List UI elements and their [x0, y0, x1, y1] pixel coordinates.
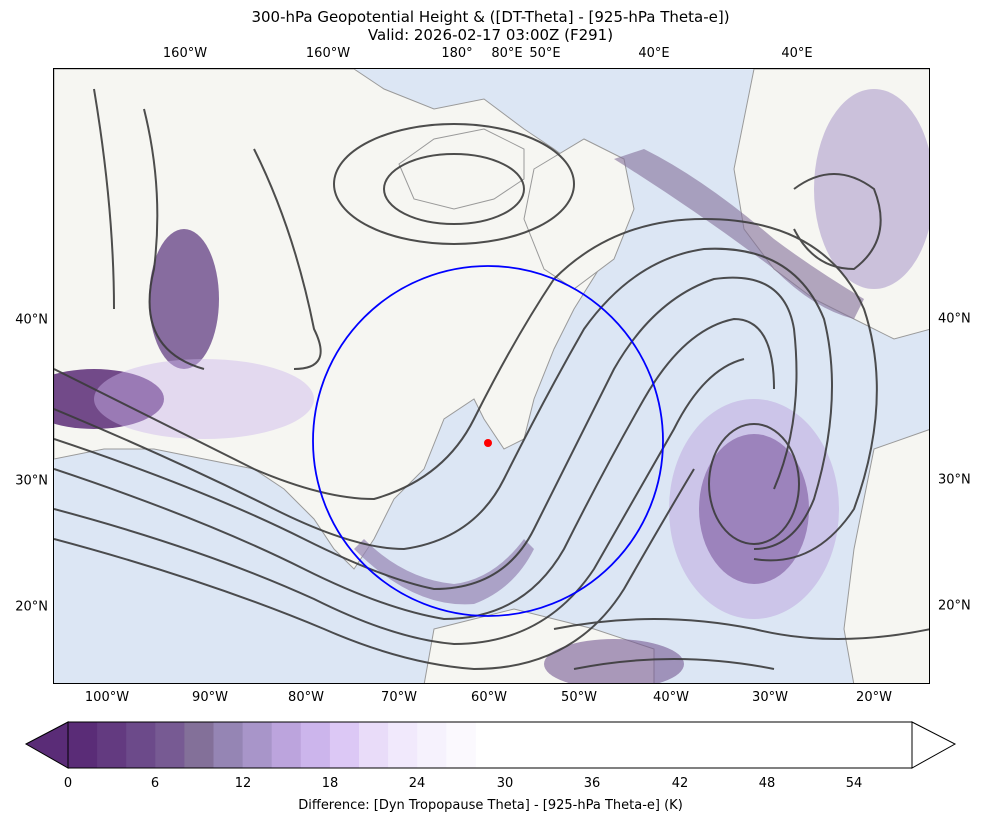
bottom-tick-label: 70°W	[381, 690, 417, 705]
height-contours	[54, 88, 929, 671]
top-tick-label: 80°E	[491, 46, 523, 61]
colorbar-swatch	[446, 722, 476, 768]
colorbar-swatch	[271, 722, 302, 768]
colorbar-tick-label: 30	[496, 776, 514, 791]
colorbar-tick-label: 12	[234, 776, 252, 791]
shade-core	[149, 229, 219, 369]
colorbar-swatch	[359, 722, 389, 768]
map-panel	[53, 68, 930, 684]
shade-core	[54, 369, 164, 429]
center-marker	[484, 439, 492, 447]
bottom-tick-label: 30°W	[752, 690, 788, 705]
shade-outer	[814, 89, 929, 289]
colorbar-tick-label: 42	[671, 776, 689, 791]
colorbar-swatch	[97, 722, 127, 768]
colorbar-extend-right	[911, 721, 957, 769]
contour-line	[54, 358, 745, 646]
colorbar-swatch	[242, 722, 273, 768]
colorbar-tick-label: 54	[845, 776, 863, 791]
colorbar-swatch	[329, 722, 360, 768]
bottom-tick-label: 100°W	[84, 690, 130, 705]
top-tick-label: 160°W	[305, 46, 351, 61]
colorbar-outline	[67, 721, 913, 769]
contour-line	[93, 88, 115, 310]
colorbar-tick-label: 48	[758, 776, 776, 791]
arctic-island	[398, 128, 525, 210]
colorbar	[24, 721, 957, 769]
radius-circle	[312, 265, 664, 617]
africa-land	[843, 429, 929, 683]
shade-band	[614, 149, 864, 319]
colorbar-swatch	[68, 722, 98, 768]
shade-core	[544, 639, 684, 683]
right-tick-label: 30°N	[938, 472, 971, 488]
top-tick-label: 180°	[441, 46, 473, 61]
chart-title-line1: 300-hPa Geopotential Height & ([DT-Theta…	[251, 8, 730, 26]
colorbar-tick-label: 6	[150, 776, 160, 791]
bottom-tick-label: 90°W	[192, 690, 228, 705]
contour-line	[54, 247, 833, 551]
bottom-tick-label: 60°W	[471, 690, 507, 705]
contour-line	[143, 108, 205, 370]
top-tick-label: 40°E	[781, 46, 813, 61]
contour-line	[333, 123, 575, 245]
colorbar-label: Difference: [Dyn Tropopause Theta] - [92…	[298, 798, 683, 813]
bottom-tick-label: 40°W	[653, 690, 689, 705]
right-tick-label: 20°N	[938, 598, 971, 614]
colorbar-swatch	[126, 722, 156, 768]
colorbar-swatch	[417, 722, 447, 768]
contour-line	[54, 317, 775, 621]
bottom-tick-label: 50°W	[561, 690, 597, 705]
colorbar-extend-left	[24, 721, 69, 769]
colorbar-swatch	[213, 722, 244, 768]
contour-line	[793, 173, 882, 271]
right-tick-label: 40°N	[938, 311, 971, 327]
bottom-tick-label: 80°W	[288, 690, 324, 705]
top-tick-label: 50°E	[529, 46, 561, 61]
left-tick-label: 30°N	[15, 473, 48, 489]
contour-line	[708, 423, 800, 545]
colorbar-tick-label: 36	[583, 776, 601, 791]
top-tick-label: 160°W	[162, 46, 208, 61]
contour-line	[54, 468, 695, 671]
theta-difference-shading	[54, 89, 929, 683]
shade-outer	[669, 399, 839, 619]
bottom-tick-label: 20°W	[856, 690, 892, 705]
contour-line	[253, 148, 322, 370]
colorbar-tick-label: 0	[63, 776, 73, 791]
contour-line	[573, 658, 775, 670]
left-tick-label: 20°N	[15, 599, 48, 615]
colorbar-swatch	[155, 722, 185, 768]
colorbar-tick-label: 18	[321, 776, 339, 791]
colorbar-swatch	[300, 722, 331, 768]
colorbar-swatch	[388, 722, 418, 768]
contour-line	[54, 217, 878, 562]
contour-line	[383, 153, 525, 225]
chart-title-line2: Valid: 2026-02-17 03:00Z (F291)	[367, 26, 614, 44]
shade-band	[354, 539, 534, 605]
contour-line	[553, 618, 929, 640]
greenland-land	[523, 138, 635, 290]
colorbar-boxes	[68, 722, 476, 768]
map-svg	[54, 69, 929, 683]
top-tick-label: 40°E	[638, 46, 670, 61]
contour-line	[54, 276, 798, 591]
colorbar-swatch	[184, 722, 214, 768]
left-tick-label: 40°N	[15, 312, 48, 328]
shade-outer	[94, 359, 314, 439]
colorbar-tick-label: 24	[408, 776, 426, 791]
